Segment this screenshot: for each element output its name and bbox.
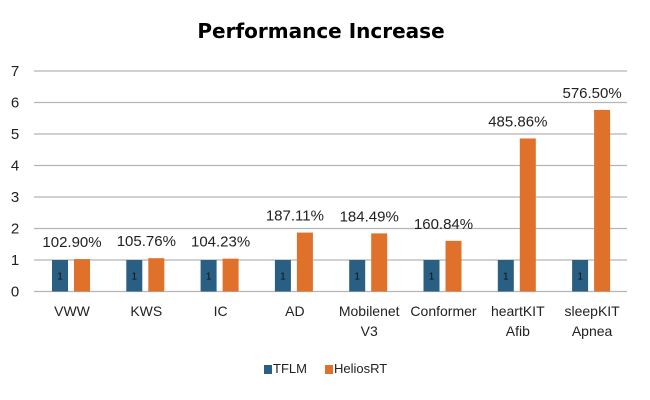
legend: TFLM HeliosRT (264, 361, 387, 376)
tflm-data-label: 1 (577, 272, 583, 283)
y-tick-label: 5 (11, 126, 19, 143)
x-category-label: Apnea (572, 323, 613, 339)
y-axis-ticks: 0 1 2 3 4 5 6 7 (11, 63, 19, 301)
gridlines (34, 70, 627, 293)
x-axis-labels: VWW KWS IC AD Mobilenet V3 Conformer heartKIT Af… (54, 303, 620, 339)
tflm-data-label: 1 (280, 272, 286, 283)
tflm-bar (572, 260, 589, 292)
heliosrt-data-label: 102.90% (42, 234, 101, 251)
heliosrt-bar (519, 138, 536, 292)
heliosrt-bar (148, 258, 165, 292)
x-category-label: sleepKIT (564, 303, 620, 319)
x-category-label: AD (285, 303, 304, 319)
heliosrt-bar (445, 240, 462, 292)
tflm-data-label: 1 (206, 272, 212, 283)
tflm-data-label: 1 (354, 272, 360, 283)
x-category-label: VWW (54, 303, 91, 319)
chart-title: Performance Increase (197, 19, 444, 43)
heliosrt-bar (594, 109, 611, 292)
heliosrt-data-label: 184.49% (340, 208, 399, 225)
tflm-data-label: 1 (132, 272, 138, 283)
y-tick-label: 4 (11, 158, 19, 175)
tflm-bar (200, 260, 217, 292)
legend-label-heliosrt: HeliosRT (334, 361, 387, 376)
y-tick-label: 6 (11, 95, 19, 112)
x-category-label: Mobilenet (339, 303, 400, 319)
tflm-bar (497, 260, 514, 292)
y-tick-label: 7 (11, 63, 19, 80)
heliosrt-data-label: 160.84% (414, 216, 473, 233)
tflm-bar (349, 260, 366, 292)
heliosrt-data-label: 187.11% (266, 208, 324, 225)
tflm-data-label: 1 (57, 272, 63, 283)
x-category-label: IC (214, 303, 228, 319)
y-tick-label: 2 (11, 221, 19, 238)
x-category-label: V3 (361, 323, 378, 339)
legend-label-tflm: TFLM (273, 361, 307, 376)
tflm-data-label: 1 (429, 272, 435, 283)
legend-swatch-heliosrt (325, 365, 333, 374)
tflm-bar (126, 260, 143, 292)
tflm-data-label: 1 (503, 272, 509, 283)
tflm-bar (274, 260, 291, 292)
heliosrt-bar (371, 233, 388, 292)
heliosrt-data-label: 104.23% (191, 234, 250, 251)
heliosrt-data-label: 105.76% (117, 233, 176, 250)
heliosrt-data-label: 576.50% (562, 85, 621, 102)
legend-swatch-tflm (264, 365, 272, 374)
y-tick-label: 1 (11, 252, 19, 269)
heliosrt-bar (296, 232, 313, 292)
x-category-label: Conformer (410, 303, 476, 319)
heliosrt-data-label: 485.86% (488, 113, 547, 130)
tflm-bar (52, 260, 68, 292)
heliosrt-bar (222, 258, 239, 292)
y-tick-label: 3 (11, 189, 19, 206)
tflm-bar (423, 260, 440, 292)
x-category-label: heartKIT (491, 303, 545, 319)
heliosrt-bar (74, 259, 90, 292)
bars: 1 102.90% 1 105.76% 1 104.23% 1 187.11% 1 184.49%… (42, 85, 622, 292)
x-category-label: KWS (130, 303, 162, 319)
y-tick-label: 0 (11, 284, 19, 301)
x-category-label: Afib (506, 323, 530, 339)
